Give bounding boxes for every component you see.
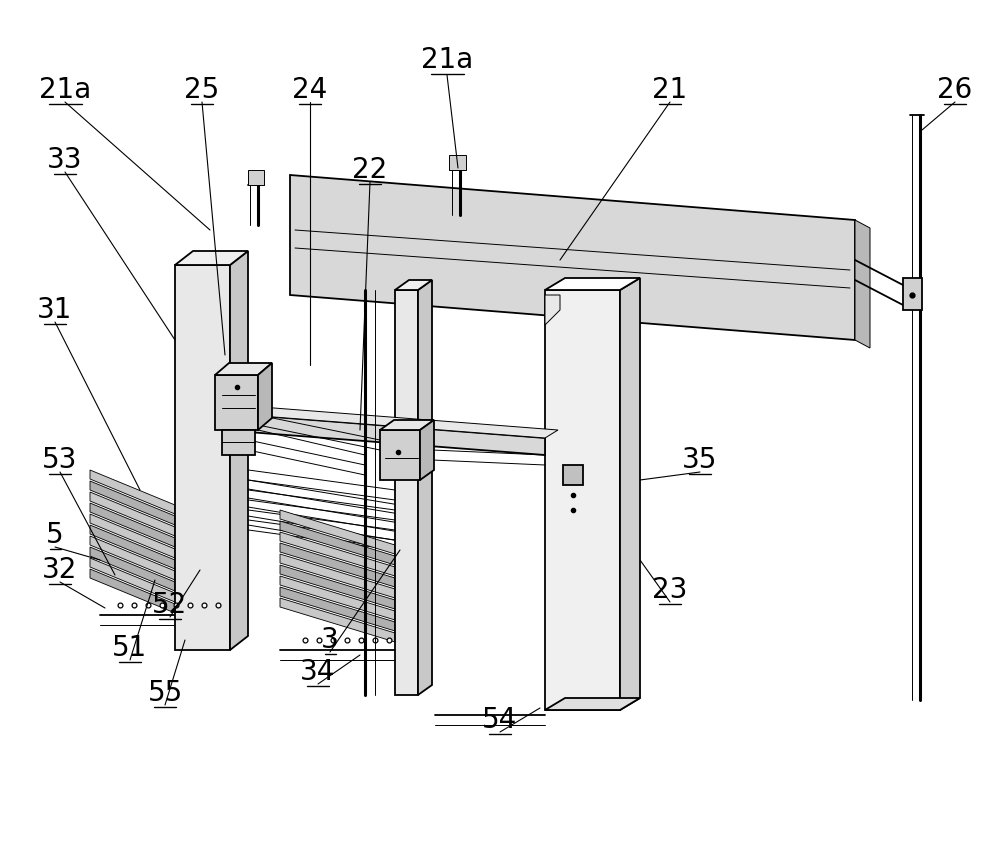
Text: 26: 26 — [937, 76, 973, 104]
Polygon shape — [90, 558, 175, 602]
Text: 25: 25 — [184, 76, 220, 104]
Polygon shape — [903, 278, 922, 310]
Polygon shape — [280, 532, 395, 576]
Text: 5: 5 — [46, 521, 64, 549]
Polygon shape — [248, 415, 545, 455]
Text: 35: 35 — [682, 446, 718, 474]
Polygon shape — [90, 481, 175, 525]
Polygon shape — [280, 543, 395, 587]
Polygon shape — [90, 536, 175, 580]
Polygon shape — [395, 290, 418, 695]
Polygon shape — [90, 547, 175, 591]
Polygon shape — [248, 170, 264, 185]
Polygon shape — [90, 470, 175, 514]
Polygon shape — [222, 430, 255, 455]
Polygon shape — [175, 265, 230, 650]
Polygon shape — [280, 576, 395, 620]
Text: 21: 21 — [652, 76, 688, 104]
Polygon shape — [380, 420, 434, 430]
Text: 33: 33 — [47, 146, 83, 174]
Text: 55: 55 — [147, 679, 183, 707]
Polygon shape — [258, 363, 272, 430]
Polygon shape — [395, 280, 432, 290]
Text: 52: 52 — [152, 591, 188, 619]
Polygon shape — [545, 290, 620, 710]
Polygon shape — [545, 278, 640, 290]
Polygon shape — [280, 510, 395, 554]
Polygon shape — [175, 251, 248, 265]
Text: 54: 54 — [482, 706, 518, 734]
Polygon shape — [855, 220, 870, 348]
Polygon shape — [280, 587, 395, 631]
Text: 21a: 21a — [421, 46, 473, 74]
Polygon shape — [545, 698, 640, 710]
Polygon shape — [620, 278, 640, 710]
Text: 24: 24 — [292, 76, 328, 104]
Polygon shape — [90, 525, 175, 569]
Polygon shape — [280, 521, 395, 565]
Text: 23: 23 — [652, 576, 688, 604]
Text: 21a: 21a — [39, 76, 91, 104]
Polygon shape — [420, 420, 434, 480]
Polygon shape — [248, 407, 558, 438]
Polygon shape — [290, 175, 855, 340]
Polygon shape — [449, 155, 466, 170]
Text: 32: 32 — [42, 556, 78, 584]
Polygon shape — [280, 565, 395, 609]
Polygon shape — [90, 569, 175, 613]
Text: 31: 31 — [37, 296, 73, 324]
Text: 53: 53 — [42, 446, 78, 474]
Polygon shape — [545, 295, 560, 325]
Text: 34: 34 — [300, 658, 336, 686]
Polygon shape — [215, 363, 272, 375]
Polygon shape — [280, 554, 395, 598]
Polygon shape — [563, 465, 583, 485]
Polygon shape — [90, 492, 175, 536]
Polygon shape — [90, 514, 175, 558]
Polygon shape — [280, 598, 395, 642]
Text: 51: 51 — [112, 634, 148, 662]
Text: 3: 3 — [321, 626, 339, 654]
Polygon shape — [230, 251, 248, 650]
Polygon shape — [215, 375, 258, 430]
Text: 22: 22 — [352, 156, 388, 184]
Polygon shape — [90, 503, 175, 547]
Polygon shape — [418, 280, 432, 695]
Polygon shape — [380, 430, 420, 480]
